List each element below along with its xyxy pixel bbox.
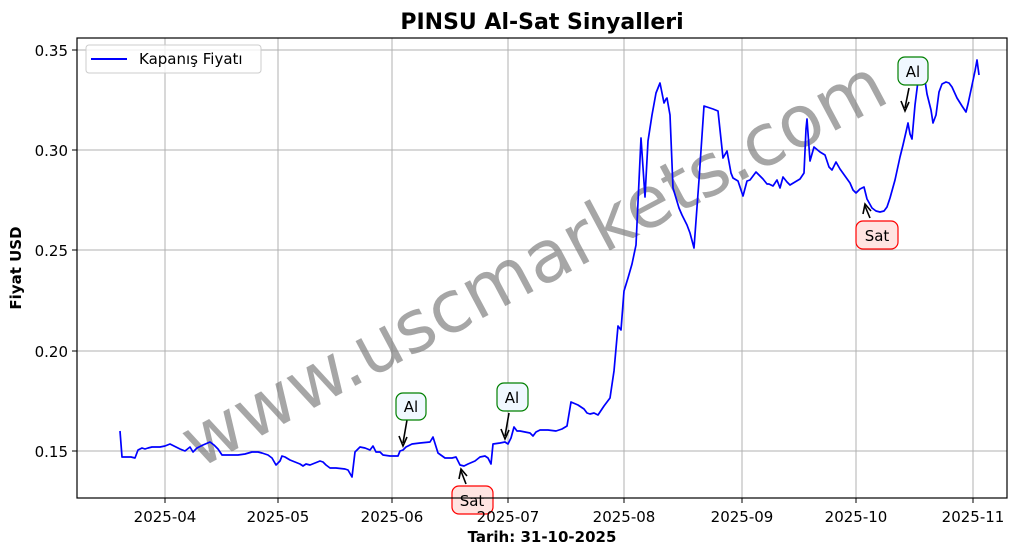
buy-signal-1: Al [395, 392, 427, 449]
x-axis [164, 498, 974, 503]
x-axis-label: Tarih: 31-10-2025 [468, 528, 617, 546]
y-tick-label: 0.25 [35, 242, 68, 260]
x-tick-label: 2025-11 [942, 508, 1005, 526]
legend: Kapanış Fiyatı [85, 44, 262, 74]
plot-area-frame [76, 37, 1008, 499]
y-axis-label: Fiyat USD [7, 226, 25, 309]
buy-signal-label: Al [505, 389, 519, 407]
buy-signal-label: Al [404, 398, 418, 416]
x-tick-label: 2025-08 [593, 508, 656, 526]
sell-signal-2: Sat [855, 202, 899, 250]
chart-title: PINSU Al-Sat Sinyalleri [400, 10, 683, 35]
sell-signal-1: Sat [451, 467, 494, 515]
legend-label: Kapanış Fiyatı [139, 50, 243, 68]
x-tick-label: 2025-07 [477, 508, 540, 526]
buy-signal-3: Al [897, 56, 929, 114]
buy-signal-label: Al [906, 63, 920, 81]
x-tick-label: 2025-04 [134, 508, 197, 526]
sell-signal-label: Sat [865, 227, 890, 245]
y-tick-label: 0.15 [35, 443, 68, 461]
y-axis [72, 49, 77, 452]
x-tick-label: 2025-06 [361, 508, 424, 526]
price-line [119, 59, 980, 478]
signal-annotations: Al Sat Al Sat Al [395, 56, 929, 515]
x-tick-label: 2025-05 [247, 508, 310, 526]
y-tick-label: 0.30 [35, 142, 68, 160]
x-tick-label: 2025-10 [825, 508, 888, 526]
buy-signal-2: Al [496, 382, 529, 442]
x-tick-label: 2025-09 [711, 508, 774, 526]
y-tick-label: 0.35 [35, 42, 68, 60]
y-tick-label: 0.20 [35, 343, 68, 361]
sell-signal-label: Sat [460, 492, 485, 510]
